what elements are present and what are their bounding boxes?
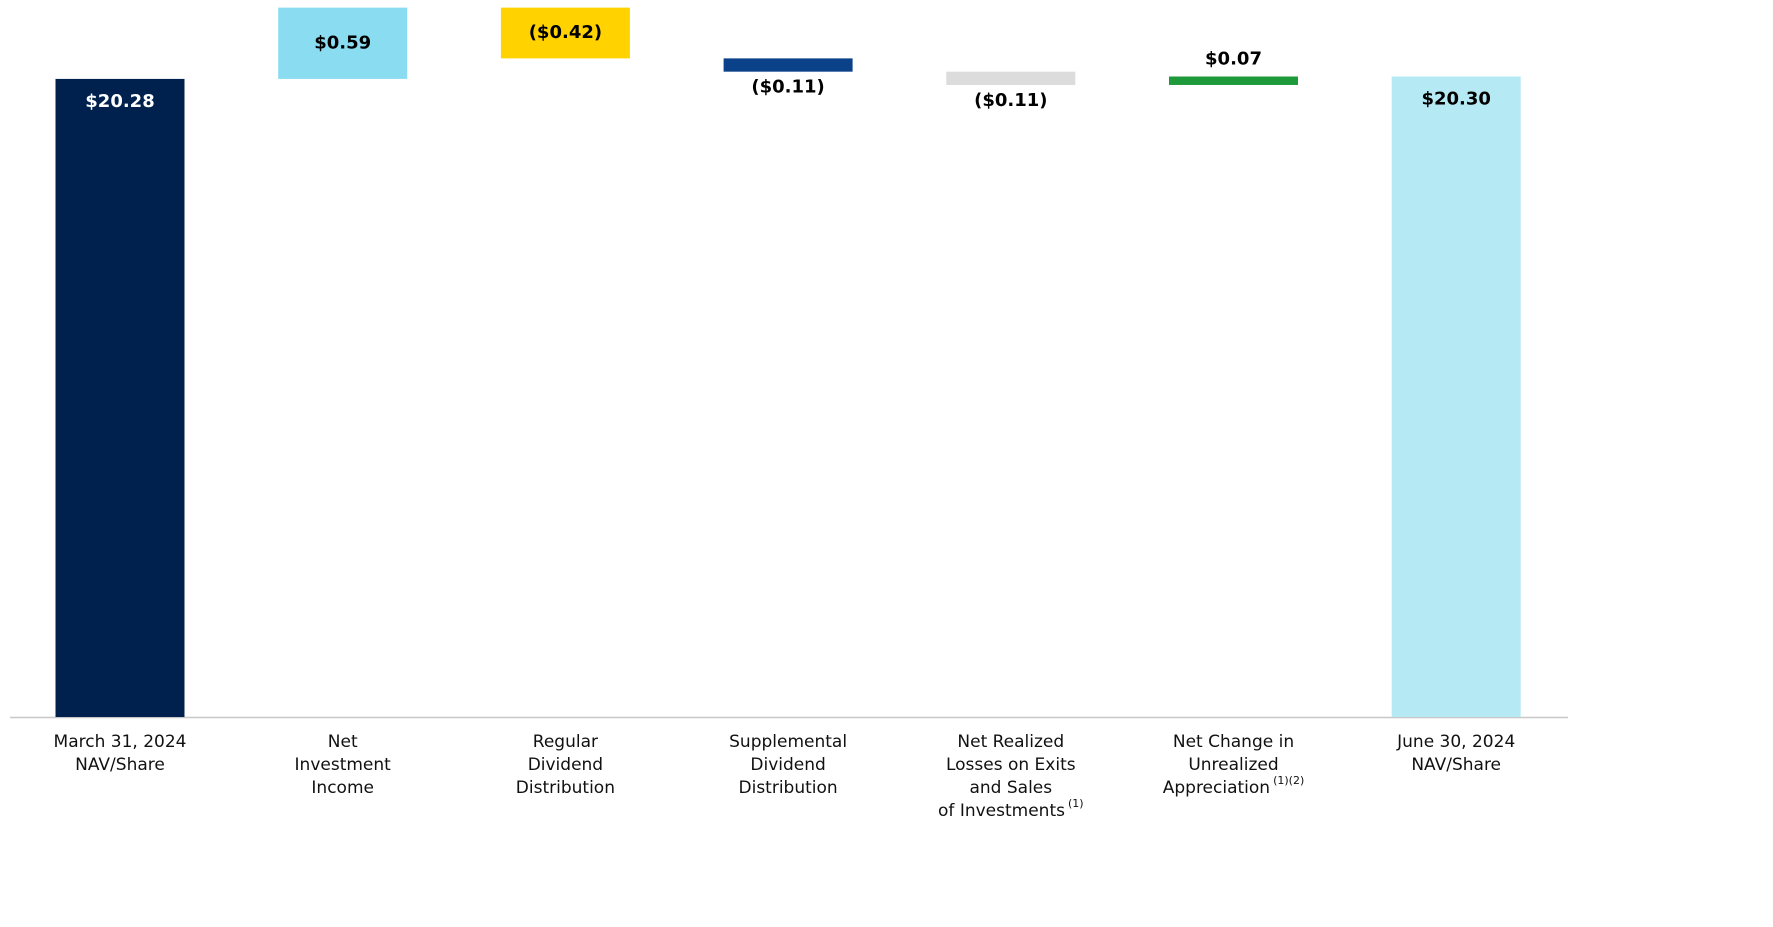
x-tick-label-line: Distribution bbox=[739, 778, 838, 798]
bar bbox=[55, 78, 185, 718]
bar bbox=[278, 7, 408, 79]
x-tick-label-line: Unrealized bbox=[1188, 755, 1278, 775]
value-label: $20.28 bbox=[85, 91, 154, 112]
bar bbox=[723, 58, 853, 72]
x-tick-label-line: of Investments bbox=[938, 801, 1065, 821]
x-tick-label-line: Regular bbox=[533, 732, 598, 752]
x-tick-label-line: March 31, 2024 bbox=[54, 732, 187, 752]
x-tick-label: Appreciation (1)(2) bbox=[1163, 774, 1305, 798]
x-tick-label: Unrealized bbox=[1188, 755, 1278, 775]
x-tick-label-line: Dividend bbox=[750, 755, 825, 775]
x-tick-label-line: Losses on Exits bbox=[946, 755, 1076, 775]
value-label: ($0.11) bbox=[751, 77, 824, 98]
x-tick-label: Losses on Exits bbox=[946, 755, 1076, 775]
x-tick-label: Investment bbox=[295, 755, 392, 775]
x-tick-label: June 30, 2024 bbox=[1396, 732, 1515, 752]
bar bbox=[1391, 76, 1521, 717]
x-tick-label: Income bbox=[311, 778, 374, 798]
x-tick-label: Net Change in bbox=[1173, 732, 1294, 752]
footnote: (1)(2) bbox=[1273, 774, 1304, 787]
x-tick-label: NAV/Share bbox=[75, 755, 165, 775]
value-label: ($0.11) bbox=[974, 90, 1047, 111]
x-tick-label-line: Net Realized bbox=[957, 732, 1064, 752]
x-tick-label-line: Distribution bbox=[516, 778, 615, 798]
x-tick-label-line: and Sales bbox=[969, 778, 1052, 798]
x-tick-label-line: Appreciation bbox=[1163, 778, 1270, 798]
x-tick-label-line: Net Change in bbox=[1173, 732, 1294, 752]
x-tick-label: and Sales bbox=[969, 778, 1052, 798]
x-tick-label-line: Dividend bbox=[528, 755, 603, 775]
x-tick-label-line: June 30, 2024 bbox=[1396, 732, 1515, 752]
x-tick-label-line: Income bbox=[311, 778, 374, 798]
x-tick-label-line: Investment bbox=[295, 755, 392, 775]
bar bbox=[946, 71, 1076, 85]
x-tick-label-line: NAV/Share bbox=[75, 755, 165, 775]
x-tick-label: Distribution bbox=[739, 778, 838, 798]
x-tick-label: Net bbox=[328, 732, 358, 752]
value-label: $0.59 bbox=[314, 32, 371, 53]
x-tick-label-line: Net bbox=[328, 732, 358, 752]
x-tick-label: Distribution bbox=[516, 778, 615, 798]
bar bbox=[500, 7, 630, 59]
x-tick-label: Dividend bbox=[528, 755, 603, 775]
bar bbox=[1169, 76, 1298, 85]
x-tick-label-line: Supplemental bbox=[729, 732, 847, 752]
x-tick-label: Dividend bbox=[750, 755, 825, 775]
x-tick-label: of Investments (1) bbox=[938, 797, 1084, 821]
x-tick-label: Supplemental bbox=[729, 732, 847, 752]
value-label: ($0.42) bbox=[529, 22, 602, 43]
value-label: $20.30 bbox=[1421, 89, 1490, 110]
footnote: (1) bbox=[1068, 797, 1084, 810]
x-tick-label: NAV/Share bbox=[1411, 755, 1501, 775]
x-tick-label: March 31, 2024 bbox=[54, 732, 187, 752]
x-tick-label: Net Realized bbox=[957, 732, 1064, 752]
value-label: $0.07 bbox=[1205, 49, 1262, 70]
x-tick-label: Regular bbox=[533, 732, 598, 752]
x-tick-label-line: NAV/Share bbox=[1411, 755, 1501, 775]
